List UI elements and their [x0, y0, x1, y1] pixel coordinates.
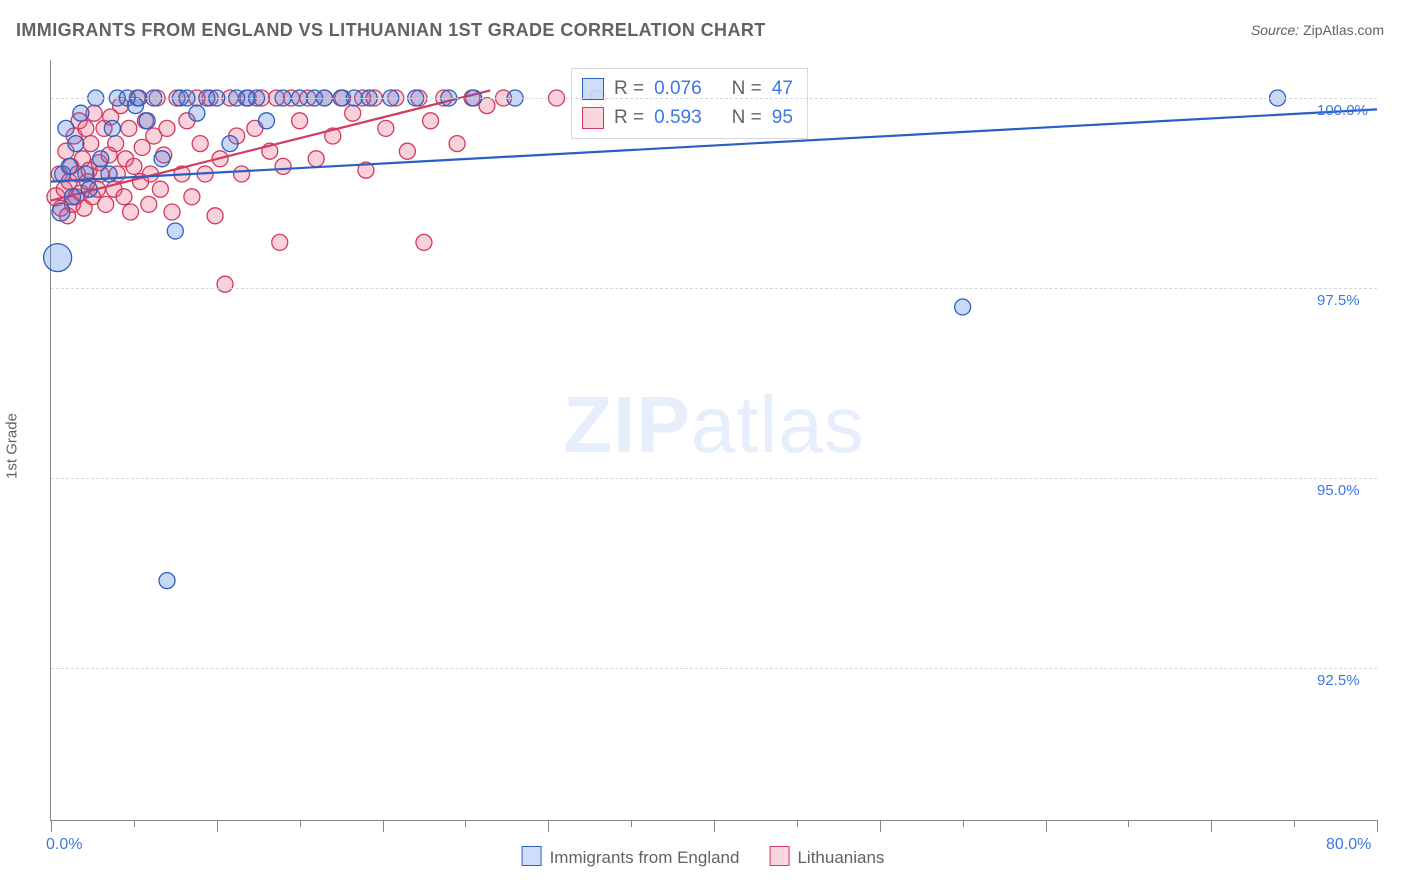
- data-point: [78, 120, 94, 136]
- stats-row: R = 0.076 N = 47: [582, 75, 793, 104]
- y-tick-label: 92.5%: [1317, 672, 1360, 689]
- x-tick: [797, 820, 798, 827]
- x-tick: [51, 820, 52, 832]
- legend-swatch: [769, 846, 789, 866]
- data-point: [108, 136, 124, 152]
- x-tick: [880, 820, 881, 832]
- data-point: [416, 234, 432, 250]
- data-point: [154, 151, 170, 167]
- data-point: [83, 136, 99, 152]
- data-point: [65, 189, 81, 205]
- data-point: [234, 166, 250, 182]
- data-point: [98, 196, 114, 212]
- y-tick-label: 100.0%: [1317, 102, 1368, 119]
- legend-label: Lithuanians: [797, 848, 884, 867]
- gridline: [51, 478, 1377, 479]
- legend-swatch: [582, 78, 604, 100]
- data-point: [292, 113, 308, 129]
- stat-r-label: R =: [614, 75, 644, 104]
- data-point: [104, 120, 120, 136]
- data-point: [222, 136, 238, 152]
- data-point: [164, 204, 180, 220]
- scatter-svg: [51, 60, 1377, 820]
- data-point: [207, 208, 223, 224]
- legend-item: Immigrants from England: [522, 846, 740, 868]
- x-tick: [465, 820, 466, 827]
- x-tick: [383, 820, 384, 832]
- y-axis-label: 1st Grade: [4, 413, 21, 479]
- source-value: ZipAtlas.com: [1303, 22, 1384, 38]
- source-label: Source:: [1251, 22, 1299, 38]
- x-tick: [217, 820, 218, 832]
- gridline: [51, 668, 1377, 669]
- data-point: [73, 105, 89, 121]
- plot-area: ZIPatlas R =0.076N =47R =0.593N =95 92.5…: [50, 60, 1377, 821]
- data-point: [423, 113, 439, 129]
- x-tick: [1128, 820, 1129, 827]
- data-point: [275, 158, 291, 174]
- data-point: [81, 181, 97, 197]
- data-point: [52, 203, 70, 221]
- x-tick: [963, 820, 964, 827]
- x-tick: [1294, 820, 1295, 827]
- legend-item: Lithuanians: [769, 846, 884, 868]
- data-point: [258, 113, 274, 129]
- data-point: [167, 223, 183, 239]
- y-tick-label: 95.0%: [1317, 482, 1360, 499]
- data-point: [272, 234, 288, 250]
- data-point: [955, 299, 971, 315]
- stat-r-label: R =: [614, 104, 644, 133]
- x-tick: [300, 820, 301, 827]
- data-point: [152, 181, 168, 197]
- stat-n-value: 47: [772, 75, 793, 104]
- legend-label: Immigrants from England: [550, 848, 740, 867]
- data-point: [61, 158, 77, 174]
- legend-swatch: [522, 846, 542, 866]
- x-tick: [134, 820, 135, 827]
- x-tick-label: 80.0%: [1326, 836, 1371, 854]
- source-credit: Source: ZipAtlas.com: [1251, 22, 1384, 38]
- data-point: [123, 204, 139, 220]
- data-point: [141, 196, 157, 212]
- data-point: [184, 189, 200, 205]
- data-point: [58, 120, 74, 136]
- stats-box: R = 0.076 N = 47 R = 0.593 N = 95: [571, 68, 808, 139]
- legend-bottom: Immigrants from England Lithuanians: [522, 846, 885, 868]
- data-point: [449, 136, 465, 152]
- stat-n-value: 95: [772, 104, 793, 133]
- data-point: [159, 573, 175, 589]
- data-point: [93, 151, 109, 167]
- data-point: [308, 151, 324, 167]
- data-point: [68, 136, 84, 152]
- data-point: [378, 120, 394, 136]
- x-tick: [1211, 820, 1212, 832]
- gridline: [51, 98, 1377, 99]
- data-point: [121, 120, 137, 136]
- data-point: [189, 105, 205, 121]
- stat-r-value: 0.593: [654, 104, 702, 133]
- x-tick: [714, 820, 715, 832]
- data-point: [399, 143, 415, 159]
- y-tick-label: 97.5%: [1317, 292, 1360, 309]
- data-point: [159, 120, 175, 136]
- data-point: [44, 244, 72, 272]
- gridline: [51, 288, 1377, 289]
- stats-row: R = 0.593 N = 95: [582, 104, 793, 133]
- x-tick: [1046, 820, 1047, 832]
- chart-title: IMMIGRANTS FROM ENGLAND VS LITHUANIAN 1S…: [16, 20, 766, 41]
- data-point: [217, 276, 233, 292]
- stat-n-label: N =: [732, 75, 762, 104]
- x-tick: [631, 820, 632, 827]
- data-point: [126, 158, 142, 174]
- x-tick-label: 0.0%: [46, 836, 82, 854]
- legend-swatch: [582, 107, 604, 129]
- data-point: [345, 105, 361, 121]
- data-point: [116, 189, 132, 205]
- data-point: [139, 113, 155, 129]
- x-tick: [1377, 820, 1378, 832]
- x-tick: [548, 820, 549, 832]
- stat-r-value: 0.076: [654, 75, 702, 104]
- data-point: [192, 136, 208, 152]
- stat-n-label: N =: [732, 104, 762, 133]
